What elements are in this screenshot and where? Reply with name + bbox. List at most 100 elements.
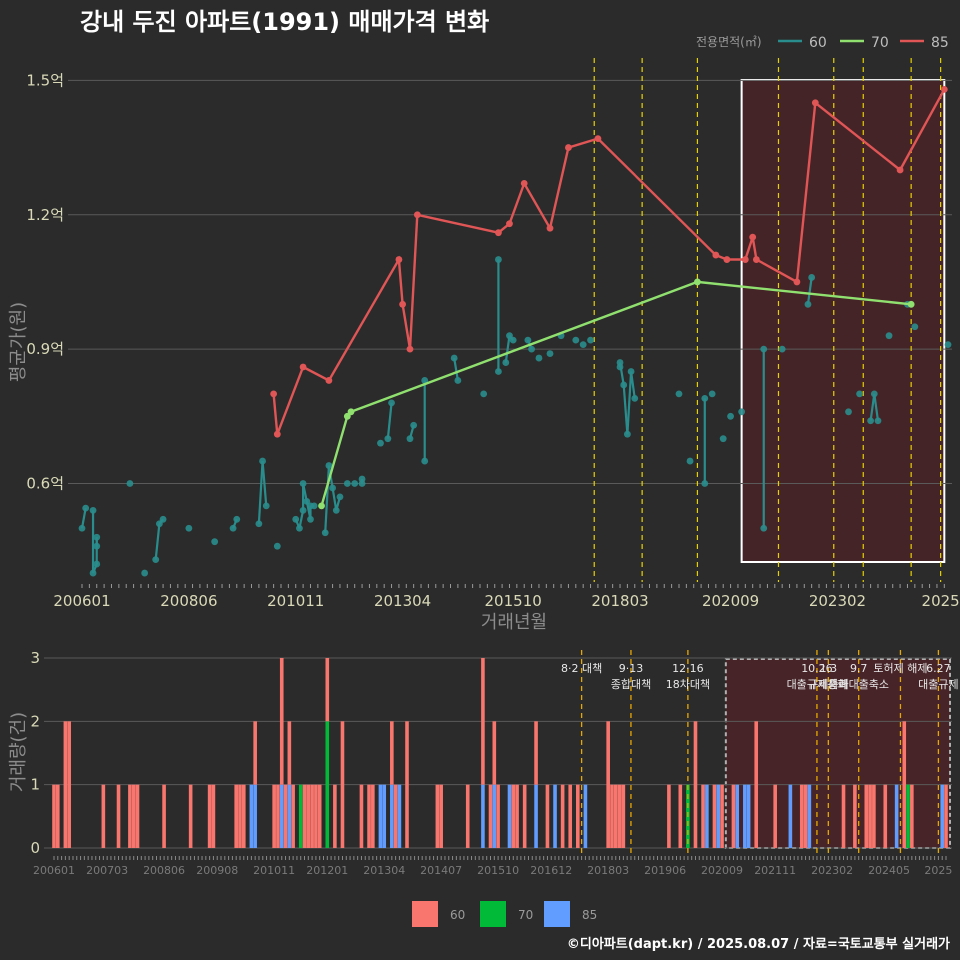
volume-bar-85 [279, 784, 284, 848]
volume-bar-85 [894, 784, 899, 848]
x-tick-label: 200908 [196, 864, 238, 877]
volume-bar-60 [52, 784, 56, 848]
volume-bar-60 [534, 721, 538, 785]
event-label: 6.27 [926, 662, 951, 675]
volume-bar-85 [735, 784, 740, 848]
volume-bar-60 [492, 721, 497, 785]
series-60-point [760, 524, 768, 532]
series-60-segment [80, 507, 87, 529]
series-60-point [701, 480, 709, 487]
event-label: 1.3 [820, 662, 838, 675]
volume-bar-60 [435, 784, 440, 848]
series-60-point [93, 560, 101, 568]
series-60-point [454, 377, 462, 384]
series-60-point [509, 336, 517, 344]
series-85-point [565, 144, 572, 151]
volume-bar-60 [910, 784, 914, 848]
series-60-point [259, 457, 266, 465]
volume-bar-60 [314, 784, 318, 848]
volume-bar-85 [746, 784, 751, 848]
y-tick-label: 3 [30, 649, 40, 667]
x-tick-label: 202302 [811, 864, 853, 877]
volume-bar-85 [378, 784, 383, 848]
y-tick-label: 0.9억 [26, 340, 64, 358]
volume-bar-85 [807, 784, 812, 848]
legend-label-70: 70 [871, 35, 889, 51]
series-60-point [495, 368, 502, 375]
series-60-point [579, 341, 587, 349]
volume-bar-60 [496, 784, 500, 848]
legend-label-70: 70 [518, 908, 533, 922]
series-60-segment [626, 371, 633, 435]
x-tick-label: 201906 [644, 864, 686, 877]
volume-bar-60 [283, 784, 288, 848]
x-tick-label: 200601 [33, 864, 75, 877]
x-tick-label: 201304 [363, 864, 405, 877]
series-60-point [495, 256, 502, 263]
series-85-point [299, 363, 307, 371]
volume-bar-60 [55, 784, 60, 848]
series-60-point [480, 390, 488, 398]
volume-bar-60 [439, 784, 443, 848]
volume-bar-85 [397, 784, 402, 848]
volume-bar-60 [302, 784, 307, 848]
volume-bar-85 [249, 784, 254, 848]
volume-bar-60 [135, 784, 140, 848]
series-85-point [270, 390, 278, 398]
series-60-point [296, 524, 303, 532]
volume-bar-60 [944, 784, 948, 848]
x-tick-label: 201011 [253, 864, 295, 877]
series-85-point [546, 224, 554, 232]
series-60-point [738, 408, 746, 416]
series-60-segment [504, 335, 511, 363]
series-60-point [421, 377, 429, 384]
volume-bar-60 [131, 784, 136, 848]
series-60-point [273, 542, 281, 550]
volume-bar-60 [162, 784, 166, 848]
x-tick-label: 201407 [420, 864, 462, 877]
volume-bar-60 [310, 784, 314, 848]
series-60-point [299, 480, 307, 487]
series-60-point [185, 524, 193, 532]
series-60-segment [154, 523, 161, 560]
volume-bar-60 [101, 784, 106, 848]
x-tick-label: 202405 [868, 864, 910, 877]
chart-title: 강내 두진 아파트(1991) 매매가격 변화 [80, 8, 489, 36]
volume-bar-85 [553, 784, 557, 848]
series-60-point [233, 515, 241, 523]
series-60-point [421, 457, 429, 465]
volume-bar-85 [788, 784, 793, 848]
series-60-point [701, 394, 709, 402]
series-60-point [78, 524, 86, 532]
volume-bar-60 [291, 784, 295, 848]
x-tick-label: 201803 [591, 592, 648, 610]
series-60-point [874, 417, 882, 425]
series-60-point [867, 417, 875, 425]
series-60-point [406, 435, 414, 443]
x-tick-label: 200601 [53, 592, 110, 610]
x-tick-label: 202302 [809, 592, 866, 610]
x-tick-label: 2025 [924, 864, 952, 877]
volume-bar-60 [872, 784, 876, 848]
series-85-point [712, 251, 720, 259]
series-85-point [325, 377, 333, 384]
series-60-point [384, 435, 392, 443]
y-tick-label: 0 [30, 839, 40, 857]
volume-bar-60 [333, 784, 337, 848]
series-60-point [911, 323, 919, 331]
series-60-point [336, 493, 344, 501]
series-60-point [885, 332, 893, 340]
y-tick-label: 1.5억 [26, 71, 64, 89]
volume-bar-60 [67, 721, 71, 848]
legend-label-85: 85 [582, 908, 597, 922]
x-tick-label: 201510 [485, 592, 542, 610]
y-tick-label: 2 [30, 712, 40, 730]
volume-bar-60 [613, 784, 618, 848]
series-85-point [273, 430, 281, 438]
volume-bar-70 [325, 721, 330, 848]
volume-bar-chart: 0 1 2 3 8·2 대책 9·13 종합대책 12·16 18차대책 10.26 대출규제강화 1… [30, 649, 958, 877]
volume-bar-85 [492, 784, 497, 848]
volume-bar-85 [253, 784, 257, 848]
series-60-segment [386, 402, 393, 439]
y-tick-label: 1 [30, 776, 40, 794]
